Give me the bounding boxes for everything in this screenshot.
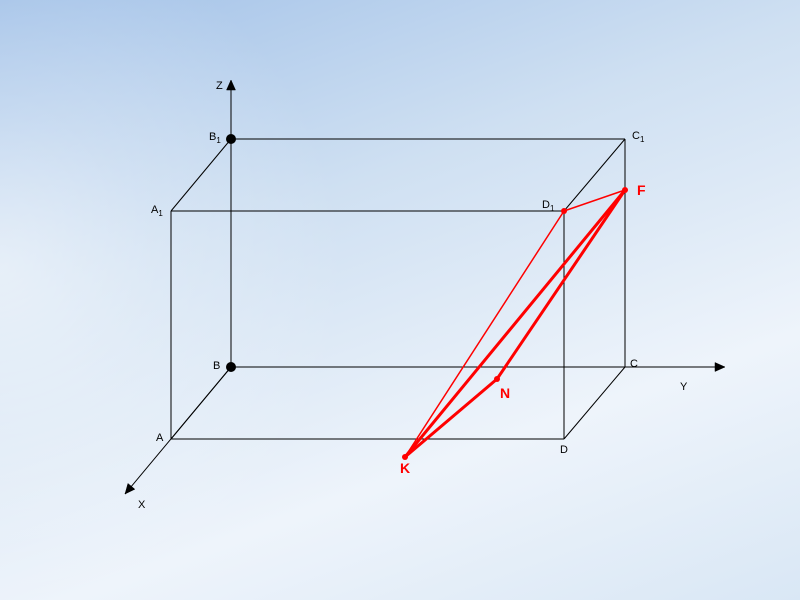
label-K-text: K [400,460,410,476]
label-D-text: D [560,444,568,456]
label-K: K [400,460,410,476]
label-A1: A1 [151,204,163,218]
label-A-text: A [156,432,163,444]
label-X-text: X [138,499,145,511]
label-N-text: N [500,385,510,401]
label-N: N [500,385,510,401]
label-Y-axis: Y [680,381,687,393]
label-Z-axis: Z [216,80,223,92]
label-C-text: C [630,358,638,370]
label-C1: C1 [632,130,644,144]
label-F: F [637,182,646,198]
label-Z-text: Z [216,80,223,92]
diagram-stage: A B C D A1 B1 C1 D1 X Y Z K N F [0,0,800,600]
label-A1-sub: 1 [158,209,162,218]
label-D1-sub: 1 [550,204,554,213]
label-B1: B1 [209,131,221,145]
label-C: C [630,358,638,370]
label-D1-text: D [542,199,550,211]
label-X-axis: X [138,499,145,511]
label-B1-sub: 1 [216,136,220,145]
label-C1-sub: 1 [640,135,644,144]
label-D1: D1 [542,199,554,213]
label-B: B [213,360,220,372]
label-C1-text: C [632,130,640,142]
label-Y-text: Y [680,381,687,393]
label-A: A [156,432,163,444]
label-F-text: F [637,182,646,198]
diagram-svg [0,0,800,600]
label-B-text: B [213,360,220,372]
label-D: D [560,444,568,456]
